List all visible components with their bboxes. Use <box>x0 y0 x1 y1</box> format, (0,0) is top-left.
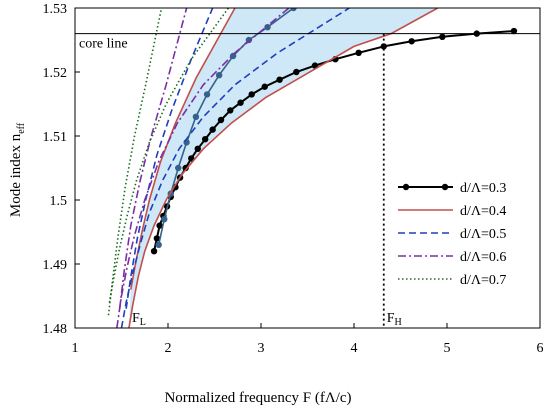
data-point <box>155 241 162 248</box>
legend-label: d/Λ=0.7 <box>460 273 506 288</box>
y-tick-label: 1.48 <box>43 322 68 337</box>
data-point <box>192 113 200 121</box>
legend: d/Λ=0.3 d/Λ=0.4 d/Λ=0.5 d/Λ=0.6 d/Λ=0.7 <box>398 181 506 288</box>
legend-label: d/Λ=0.6 <box>460 250 506 265</box>
series-layer <box>107 8 518 328</box>
data-point <box>153 235 161 242</box>
x-tick-label: 6 <box>537 341 544 356</box>
data-point <box>355 49 362 56</box>
y-axis-label-sub: eff <box>16 122 27 134</box>
data-point <box>215 72 223 79</box>
legend-marker <box>402 183 410 191</box>
data-point <box>261 83 268 90</box>
data-point <box>264 24 271 31</box>
x-tick-label: 5 <box>444 341 451 356</box>
core-line-label: core line <box>79 37 128 52</box>
data-point <box>227 107 234 114</box>
frequency-marker-label: FH <box>387 311 402 328</box>
core-line-layer: core line <box>75 33 540 52</box>
data-point <box>182 164 189 172</box>
series-line-9 <box>107 8 163 316</box>
data-point <box>229 52 237 60</box>
legend-label: d/Λ=0.5 <box>460 227 506 242</box>
data-point <box>237 99 244 106</box>
x-tick-label: 1 <box>72 341 79 356</box>
x-tick-label: 3 <box>258 341 265 356</box>
data-point <box>188 155 195 162</box>
y-axis-label-main: Mode index n <box>8 133 24 217</box>
data-point <box>202 136 209 143</box>
data-point <box>203 91 211 98</box>
series-line-6 <box>116 8 290 328</box>
y-tick-label: 1.51 <box>43 130 68 145</box>
data-point <box>248 91 255 98</box>
shaded-band <box>128 8 438 328</box>
series-line-5 <box>125 8 214 309</box>
data-point <box>380 43 387 50</box>
plot-frame <box>74 7 541 329</box>
data-point <box>510 27 518 35</box>
series-line-7 <box>118 8 188 309</box>
legend-label: d/Λ=0.4 <box>460 204 506 219</box>
series-line-8 <box>108 8 230 303</box>
data-point <box>439 33 446 40</box>
y-tick-label: 1.52 <box>43 66 68 81</box>
data-point <box>150 248 158 255</box>
data-point <box>194 145 201 152</box>
x-tick-label: 2 <box>165 341 172 356</box>
data-point <box>290 8 297 12</box>
y-tick-label: 1.53 <box>43 2 68 17</box>
data-point <box>276 76 283 83</box>
data-point <box>161 216 168 223</box>
legend-marker <box>441 183 449 191</box>
series-line-2 <box>128 8 439 328</box>
x-axis-label: Normalized frequency F (fΛ/c) <box>164 390 351 406</box>
frequency-marker-label: FL <box>132 311 146 328</box>
y-axis-label: Mode index neff <box>8 122 27 217</box>
data-point <box>156 222 163 229</box>
x-tick-label: 4 <box>351 341 358 356</box>
y-tick-label: 1.5 <box>50 194 68 209</box>
series-line-1 <box>157 8 295 245</box>
y-tick-label: 1.49 <box>43 258 68 273</box>
legend-label: d/Λ=0.3 <box>460 181 506 196</box>
data-point <box>217 116 225 124</box>
data-point <box>209 126 216 133</box>
data-point <box>408 38 415 45</box>
frequency-markers-layer: FL FH <box>132 33 402 328</box>
axis-layer: 1 2 3 4 5 6 1.48 1.49 1.5 1.51 1.52 1.53 <box>43 2 544 356</box>
data-point <box>293 68 300 76</box>
data-point <box>175 164 182 172</box>
shaded-band-layer <box>128 8 438 328</box>
